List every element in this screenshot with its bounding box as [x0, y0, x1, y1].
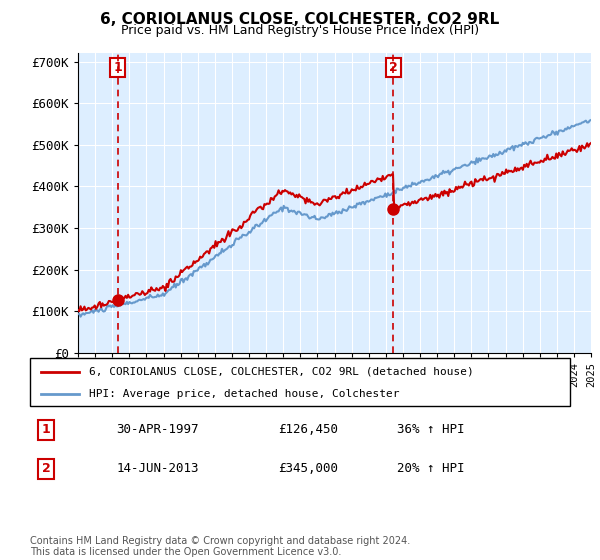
Text: Price paid vs. HM Land Registry's House Price Index (HPI): Price paid vs. HM Land Registry's House … [121, 24, 479, 36]
Text: 14-JUN-2013: 14-JUN-2013 [116, 463, 199, 475]
Text: 2: 2 [42, 463, 50, 475]
Text: HPI: Average price, detached house, Colchester: HPI: Average price, detached house, Colc… [89, 389, 400, 399]
Text: 6, CORIOLANUS CLOSE, COLCHESTER, CO2 9RL (detached house): 6, CORIOLANUS CLOSE, COLCHESTER, CO2 9RL… [89, 367, 474, 377]
Text: 6, CORIOLANUS CLOSE, COLCHESTER, CO2 9RL: 6, CORIOLANUS CLOSE, COLCHESTER, CO2 9RL [100, 12, 500, 27]
Text: £345,000: £345,000 [278, 463, 338, 475]
Text: Contains HM Land Registry data © Crown copyright and database right 2024.
This d: Contains HM Land Registry data © Crown c… [30, 535, 410, 557]
Text: 1: 1 [42, 423, 50, 436]
Text: 36% ↑ HPI: 36% ↑ HPI [397, 423, 465, 436]
Text: 20% ↑ HPI: 20% ↑ HPI [397, 463, 465, 475]
Text: 2: 2 [389, 60, 398, 74]
Text: 1: 1 [113, 60, 122, 74]
Text: £126,450: £126,450 [278, 423, 338, 436]
Text: 30-APR-1997: 30-APR-1997 [116, 423, 199, 436]
